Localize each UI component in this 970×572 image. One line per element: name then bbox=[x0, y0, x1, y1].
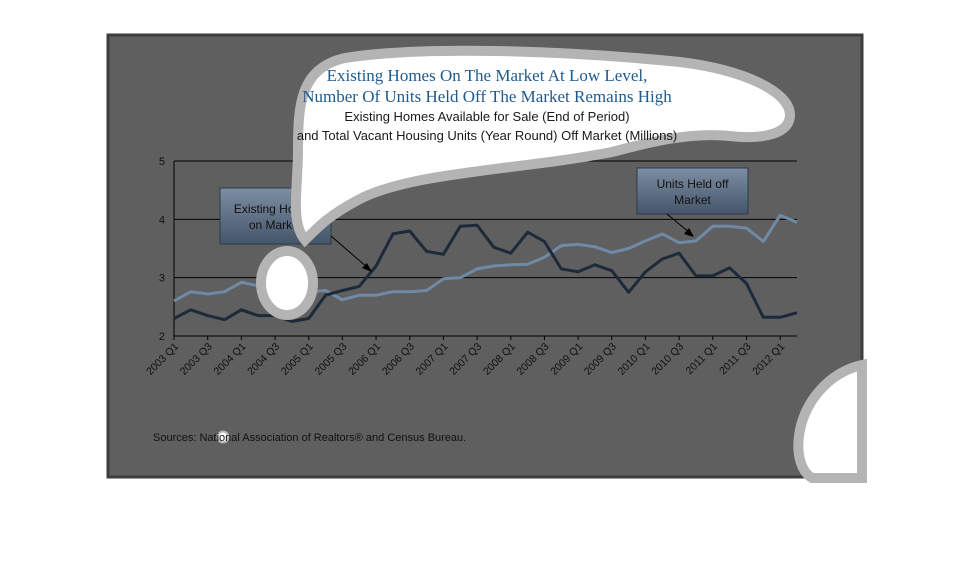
chart-title-line1: Existing Homes On The Market At Low Leve… bbox=[327, 66, 648, 85]
callout-existing-homes-line2: on Market bbox=[249, 218, 303, 232]
mask-dot bbox=[216, 430, 230, 444]
y-tick-label: 2 bbox=[159, 331, 165, 343]
y-tick-label: 3 bbox=[159, 273, 165, 285]
mask-blob-right bbox=[793, 358, 867, 483]
chart-title-line2: Number Of Units Held Off The Market Rema… bbox=[302, 87, 672, 106]
y-tick-label: 4 bbox=[159, 214, 165, 226]
mask-blob-ring bbox=[256, 246, 318, 320]
source-note: Sources: National Association of Realtor… bbox=[153, 432, 466, 444]
callout-units-held: Units Held off Market bbox=[636, 167, 749, 237]
y-tick-label: 5 bbox=[159, 156, 165, 168]
callout-units-held-box bbox=[636, 167, 749, 215]
mask-blob-title bbox=[290, 45, 796, 248]
callout-units-held-arrowhead bbox=[684, 228, 694, 237]
callout-existing-homes-arrow bbox=[330, 235, 369, 269]
callout-existing-homes-arrowhead bbox=[362, 263, 372, 272]
chart-subtitle-line2: and Total Vacant Housing Units (Year Rou… bbox=[297, 128, 677, 143]
callout-units-held-line2: Market bbox=[674, 193, 711, 207]
chart-subtitle-line1: Existing Homes Available for Sale (End o… bbox=[344, 109, 629, 124]
callout-units-held-arrow bbox=[666, 213, 691, 234]
y-axis-ticks: 2 3 4 5 bbox=[159, 156, 165, 343]
callout-units-held-line1: Units Held off bbox=[657, 177, 729, 191]
